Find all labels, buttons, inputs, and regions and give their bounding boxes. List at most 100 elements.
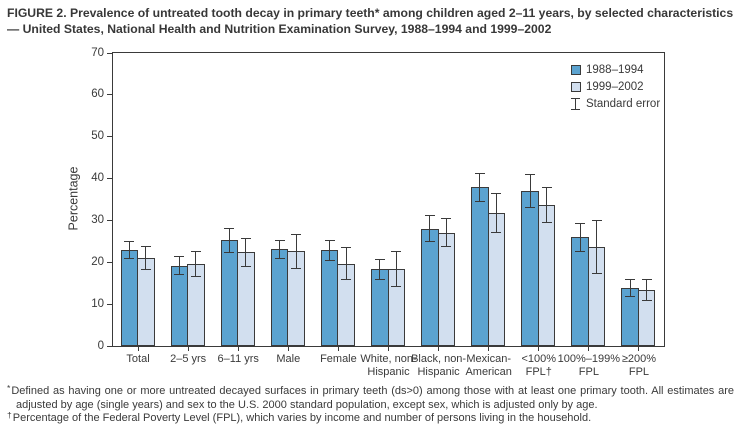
bar-1988–1994 <box>371 269 389 346</box>
x-tick-label: Black, non- Hispanic <box>411 353 467 378</box>
error-bar-cap <box>575 250 586 252</box>
error-bar <box>579 222 581 252</box>
error-bar-cap <box>641 299 652 301</box>
x-tick-label: Total <box>126 353 150 365</box>
error-bar <box>596 219 598 274</box>
error-bar <box>529 173 531 208</box>
y-tick-mark <box>107 136 112 138</box>
error-bar-cap <box>591 273 602 274</box>
error-bar-cap <box>174 274 185 276</box>
footnote-marker: † <box>7 410 12 421</box>
error-bar-cap <box>591 219 602 221</box>
legend-swatch-1988-1994 <box>571 64 581 75</box>
error-bar <box>379 258 381 280</box>
error-bar-cap <box>190 250 201 252</box>
error-bar-cap <box>140 268 151 270</box>
error-bar-cap <box>541 221 552 223</box>
x-tick-label: 100%–199% FPL <box>557 353 621 378</box>
footnote-marker: * <box>7 383 11 393</box>
bar-1988–1994 <box>170 265 189 346</box>
error-bar-cap <box>190 276 201 278</box>
error-bar <box>128 240 130 260</box>
error-bar-cap <box>441 246 452 248</box>
x-tick-label: Mexican- American <box>465 353 512 378</box>
error-bar <box>145 245 147 270</box>
error-bar-cap <box>140 245 151 247</box>
error-bar-cap <box>525 206 536 208</box>
footnote-dagger: †Percentage of the Federal Poverty Level… <box>7 410 734 426</box>
error-bar-cap <box>341 278 352 280</box>
legend-label: 1988–1994 <box>586 63 644 76</box>
error-bar-cap <box>525 173 536 175</box>
x-tick-mark <box>237 347 239 351</box>
bar-1988–1994 <box>320 250 339 346</box>
error-bar-cap <box>324 259 335 261</box>
error-bar <box>279 239 281 259</box>
error-bar-cap <box>240 237 251 239</box>
x-tick-mark <box>388 347 389 351</box>
bar-1988–1994 <box>120 250 139 346</box>
legend: 1988–1994 1999–2002 Standard error <box>571 61 660 112</box>
x-tick-label: ≥200% FPL <box>621 353 657 378</box>
y-tick-mark <box>107 261 112 263</box>
error-bar-cap <box>625 295 636 297</box>
y-tick-mark <box>107 219 112 221</box>
bar-1988–1994 <box>471 187 489 346</box>
error-bar <box>395 250 397 288</box>
error-bar-cap <box>341 247 352 249</box>
error-bar-cap <box>441 217 452 219</box>
footnote-text: Defined as having one or more untreated … <box>11 385 734 411</box>
error-bar-cap <box>424 241 435 243</box>
error-bar <box>546 186 548 223</box>
error-bar-cap <box>474 173 485 175</box>
error-bar <box>295 233 297 269</box>
x-tick-label: 6–11 yrs <box>217 353 259 365</box>
footnotes: *Defined as having one or more untreated… <box>7 383 734 426</box>
x-tick-label: Male <box>276 353 301 365</box>
error-bar-cap <box>240 265 251 267</box>
error-bar <box>245 237 247 267</box>
error-bar <box>646 279 648 301</box>
y-tick-label: 40 <box>91 172 104 185</box>
bar-1988–1994 <box>571 237 589 346</box>
bar-1988–1994 <box>521 190 539 346</box>
x-tick-mark <box>488 347 490 351</box>
bar-1999–2002 <box>137 257 155 346</box>
y-tick-label: 10 <box>91 297 104 310</box>
error-bar-cap <box>291 233 302 235</box>
y-tick-mark <box>107 345 112 347</box>
x-tick-mark <box>137 347 139 351</box>
legend-label: Standard error <box>586 97 661 110</box>
x-tick-mark <box>638 347 640 351</box>
error-bar-cap <box>124 258 135 260</box>
error-bar <box>445 217 447 248</box>
error-bar <box>479 173 481 202</box>
error-bar <box>228 227 230 253</box>
error-bar-cap <box>174 256 185 257</box>
error-bar <box>345 247 347 280</box>
y-tick-label: 70 <box>91 46 104 59</box>
bar-1988–1994 <box>421 228 439 346</box>
x-tick-label: Female <box>320 353 357 365</box>
legend-swatch-1999-2002 <box>571 81 581 92</box>
x-tick-mark <box>337 347 339 351</box>
y-axis-label: Percentage <box>66 166 81 231</box>
bar-1999–2002 <box>537 204 556 346</box>
error-bar-cap <box>641 279 652 281</box>
y-tick-label: 60 <box>91 88 104 101</box>
y-tick-label: 0 <box>97 339 104 352</box>
error-bar-cap <box>391 250 402 252</box>
y-tick-mark <box>107 52 112 54</box>
error-bar <box>429 215 431 243</box>
error-bar-cap <box>625 279 636 281</box>
y-tick-mark <box>107 94 112 96</box>
x-tick-label: 2–5 yrs <box>170 353 207 365</box>
error-bar-cap <box>424 215 435 217</box>
error-bar-cap <box>491 193 502 195</box>
x-tick-mark <box>438 347 440 351</box>
bar-1999–2002 <box>437 232 456 346</box>
error-bar-cap <box>324 239 335 241</box>
error-bar-cap <box>541 186 552 188</box>
y-tick-label: 20 <box>91 255 104 268</box>
